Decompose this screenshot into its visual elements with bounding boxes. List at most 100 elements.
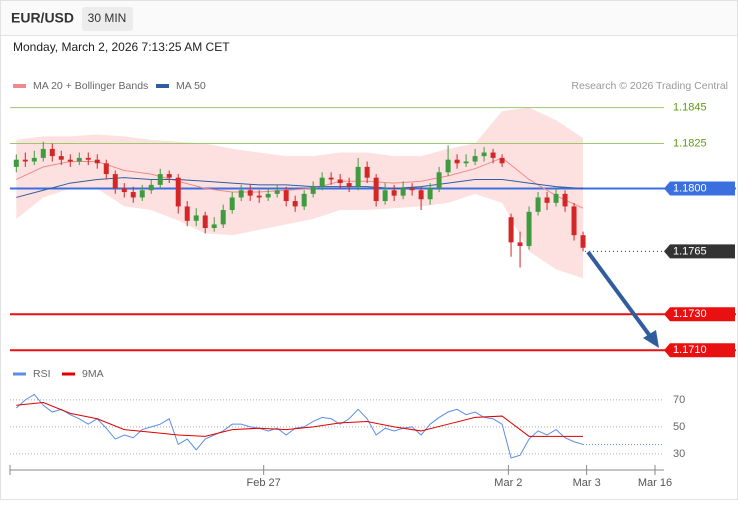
candle-body [499, 157, 505, 164]
symbol: EUR/USD [11, 10, 74, 26]
candle-body [139, 190, 145, 198]
candle-body [130, 192, 136, 198]
candle-body [112, 174, 118, 189]
interval-badge[interactable] [82, 7, 133, 31]
candle-body [364, 166, 370, 178]
ma-line [16, 157, 584, 209]
candle-body [418, 190, 424, 200]
candle-body [76, 157, 82, 162]
level-tag [664, 244, 735, 259]
candle-body [382, 190, 388, 202]
candle-body [184, 206, 190, 221]
level-label: 1.1730 [673, 308, 707, 320]
candle-body [535, 197, 541, 212]
level-tag [664, 181, 735, 196]
candle-body [517, 242, 523, 246]
level-label: 1.1825 [673, 137, 707, 149]
candle-body [526, 211, 532, 246]
level-tag [664, 343, 735, 358]
candle-body [355, 166, 361, 187]
candle-body [553, 193, 559, 203]
candle-body [454, 159, 460, 164]
candle-body [409, 188, 415, 191]
legend-label: 9MA [82, 368, 104, 380]
legend-label: RSI [33, 368, 51, 380]
credit: Research © 2026 Trading Central [571, 80, 728, 92]
candle-body [580, 235, 586, 248]
arrow-head [643, 330, 659, 348]
level-label: 1.1800 [673, 182, 707, 194]
bollinger-band [16, 107, 584, 279]
candle-body [562, 193, 568, 207]
candle-body [508, 217, 514, 243]
forecast-arrow [586, 250, 655, 342]
indicator-line [15, 393, 584, 459]
candle-body [445, 159, 451, 173]
candle-body [193, 215, 199, 221]
x-tick-label: Mar 2 [494, 477, 522, 489]
y-tick-label: 30 [673, 448, 685, 460]
candle-body [265, 193, 271, 198]
candle-body [337, 179, 343, 184]
candle-body [22, 159, 28, 162]
candle-body [40, 148, 46, 158]
candle-body [463, 161, 469, 164]
candle-body [391, 190, 397, 196]
candle-body [31, 157, 37, 162]
candle-body [490, 152, 496, 158]
y-tick-label: 50 [673, 421, 685, 433]
candle-body [58, 156, 64, 160]
candle-body [229, 197, 235, 211]
candle-body [238, 190, 244, 198]
candle-body [310, 186, 316, 194]
candle-body [373, 177, 379, 202]
candle-body [346, 183, 352, 187]
candle-body [211, 224, 217, 228]
candle-body [85, 157, 91, 160]
candle-body [49, 148, 55, 157]
candle-body [328, 177, 334, 180]
candle-body [67, 159, 73, 162]
candle-body [256, 195, 262, 198]
candle-body [544, 197, 550, 203]
candle-body [292, 201, 298, 207]
candle-body [175, 177, 181, 207]
legend-label: MA 50 [176, 80, 206, 92]
candle-body [481, 152, 487, 157]
candle-body [220, 210, 226, 225]
candle-body [472, 156, 478, 162]
candle-body [157, 174, 163, 185]
candle-body [319, 177, 325, 187]
x-tick-label: Feb 27 [247, 477, 281, 489]
x-tick-label: Mar 3 [573, 477, 601, 489]
candle-body [283, 190, 289, 202]
candle-body [571, 206, 577, 236]
candle-body [166, 174, 172, 178]
x-tick-label: Mar 16 [638, 477, 672, 489]
candle-body [436, 172, 442, 189]
candle-body [121, 188, 127, 193]
candle-body [301, 193, 307, 207]
candle-body [427, 188, 433, 200]
level-label: 1.1845 [673, 101, 707, 113]
candle-body [103, 163, 109, 175]
candle-body [274, 190, 280, 194]
candle-body [13, 159, 19, 167]
level-tag [664, 307, 735, 322]
ma-line [16, 177, 584, 198]
level-label: 1.1710 [673, 344, 707, 356]
y-tick-label: 70 [673, 394, 685, 406]
candle-body [247, 190, 253, 196]
candle-body [148, 184, 154, 191]
datetime: Monday, March 2, 2026 7:13:25 AM CET [13, 40, 230, 54]
interval[interactable]: 30 MIN [88, 11, 127, 25]
candle-body [400, 188, 406, 196]
legend-label: MA 20 + Bollinger Bands [33, 80, 148, 92]
candle-body [94, 159, 100, 164]
indicator-line [16, 402, 584, 437]
level-label: 1.1765 [673, 245, 707, 257]
candle-body [202, 215, 208, 228]
